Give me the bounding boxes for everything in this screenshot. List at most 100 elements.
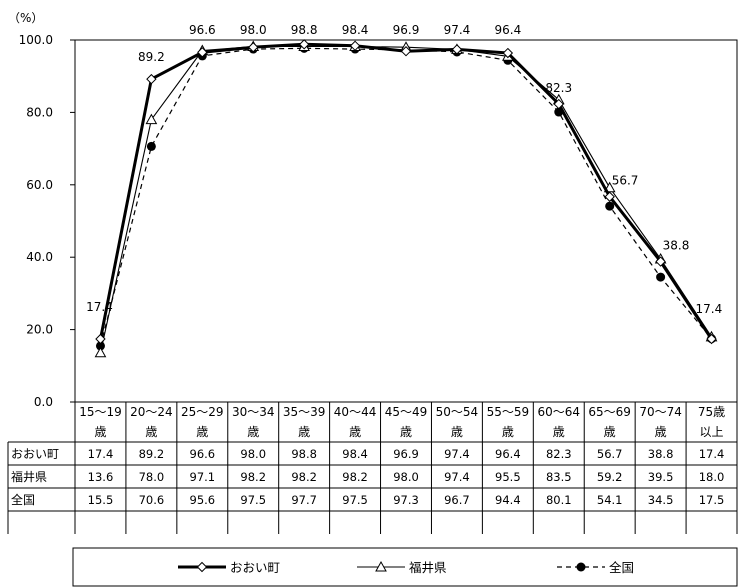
- table-cell: 98.0: [240, 447, 266, 461]
- marker-diamond: [95, 333, 106, 345]
- marker-diamond: [553, 98, 564, 110]
- table-cell: 96.9: [393, 447, 419, 461]
- category-label: 65～69: [588, 405, 631, 419]
- legend-label: 福井県: [409, 560, 447, 575]
- marker-diamond: [146, 73, 157, 85]
- category-label: 歳: [502, 425, 514, 439]
- data-label-layer: 17.4 89.2 96.6 98.0 98.8 98.4 96.9 97.4 96.4 82.3…: [86, 23, 722, 316]
- marker-circle: [656, 272, 666, 282]
- table-cell: 17.4: [699, 447, 725, 461]
- category-label: 15～19: [79, 405, 122, 419]
- legend: おおい町 福井県 全国: [72, 547, 738, 587]
- table-cell: 80.1: [546, 493, 572, 507]
- table-row-label: おおい町: [11, 447, 59, 461]
- table-cell: 15.5: [88, 493, 114, 507]
- marker-circle: [605, 201, 615, 211]
- series-line-2: [99, 45, 712, 353]
- y-tick-label: 60.0: [26, 178, 53, 192]
- marker-diamond: [451, 44, 463, 55]
- marker-diamond: [349, 40, 361, 51]
- table-cell: 98.0: [393, 470, 419, 484]
- category-label: 20～24: [130, 405, 173, 419]
- table-cell: 34.5: [648, 493, 674, 507]
- table-cell: 96.4: [495, 447, 521, 461]
- y-tick-label: 100.0: [19, 33, 53, 47]
- y-axis: 0.0 20.0 40.0 60.0 80.0 100.0: [19, 33, 75, 409]
- legend-marker-triangle: [375, 560, 387, 572]
- marker-diamond: [706, 333, 717, 345]
- data-table: 15～19 歳 20～24 歳 25～29 歳 30～34 歳 35～39 歳 40～44 歳 45～4…: [7, 402, 738, 534]
- table-cell: 78.0: [139, 470, 165, 484]
- data-label: 98.4: [342, 23, 369, 37]
- category-label: 歳: [247, 425, 259, 439]
- table-cell: 56.7: [597, 447, 623, 461]
- table-cell: 98.2: [291, 470, 317, 484]
- table-cell: 96.6: [190, 447, 216, 461]
- marker-diamond: [655, 256, 666, 267]
- marker-triangle: [145, 113, 158, 125]
- y-tick-label: 20.0: [26, 323, 53, 337]
- data-label: 17.4: [696, 302, 723, 316]
- y-tick-label: 80.0: [26, 105, 53, 119]
- marker-diamond: [298, 39, 310, 50]
- marker-diamond: [604, 191, 615, 202]
- y-axis-unit-label: （%）: [8, 11, 43, 25]
- category-label: 55～59: [487, 405, 530, 419]
- table-cell: 54.1: [597, 493, 623, 507]
- series-line-3: [99, 47, 712, 347]
- marker-diamond: [400, 46, 412, 57]
- category-label: 歳: [196, 425, 208, 439]
- category-label: 歳: [400, 425, 412, 439]
- table-cell: 18.0: [699, 470, 725, 484]
- category-label: 45～49: [385, 405, 428, 419]
- table-cell: 96.7: [444, 493, 470, 507]
- table-cell: 97.4: [444, 470, 470, 484]
- table-cell: 89.2: [139, 447, 165, 461]
- y-tick-label: 40.0: [26, 250, 53, 264]
- table-cell: 82.3: [546, 447, 572, 461]
- table-cell: 70.6: [139, 493, 165, 507]
- table-cell: 98.8: [291, 447, 317, 461]
- category-label: 歳: [655, 425, 667, 439]
- data-label: 97.4: [444, 23, 471, 37]
- category-label: 30～34: [232, 405, 275, 419]
- table-cell: 17.5: [699, 493, 725, 507]
- legend-box: [72, 547, 738, 587]
- table-cell: 97.3: [393, 493, 419, 507]
- table-cell: 97.7: [291, 493, 317, 507]
- category-label: 歳: [553, 425, 565, 439]
- table-cell: 17.4: [88, 447, 114, 461]
- marker-triangle: [94, 346, 107, 358]
- data-label: 38.8: [663, 239, 690, 253]
- category-label: 歳: [451, 425, 463, 439]
- series-layer: [94, 39, 718, 358]
- table-cell: 97.5: [342, 493, 368, 507]
- legend-marker-circle: [576, 562, 586, 572]
- table-cell: 97.1: [190, 470, 216, 484]
- y-tick-label: 0.0: [34, 395, 53, 409]
- table-row-label: 全国: [11, 492, 35, 507]
- series-line-1: [99, 42, 713, 340]
- data-label: 98.0: [240, 23, 267, 37]
- category-label: 35～39: [283, 405, 326, 419]
- table-cell: 95.6: [190, 493, 216, 507]
- legend-label: 全国: [609, 560, 634, 575]
- category-label: 40～44: [334, 405, 377, 419]
- category-label: 25～29: [181, 405, 224, 419]
- plot-area: [74, 39, 738, 403]
- legend-label: おおい町: [230, 560, 280, 575]
- data-label: 17.4: [86, 300, 113, 314]
- category-label: 歳: [604, 425, 616, 439]
- table-cell: 59.2: [597, 470, 623, 484]
- table-row-label: 福井県: [11, 469, 47, 484]
- category-label: 歳: [145, 425, 157, 439]
- table-cell: 94.4: [495, 493, 521, 507]
- data-label: 56.7: [612, 174, 639, 188]
- table-cell: 98.2: [240, 470, 266, 484]
- category-label: 60～64: [537, 405, 580, 419]
- table-cell: 97.4: [444, 447, 470, 461]
- category-label: 70～74: [639, 405, 682, 419]
- data-label: 89.2: [138, 50, 165, 64]
- table-cell: 98.2: [342, 470, 368, 484]
